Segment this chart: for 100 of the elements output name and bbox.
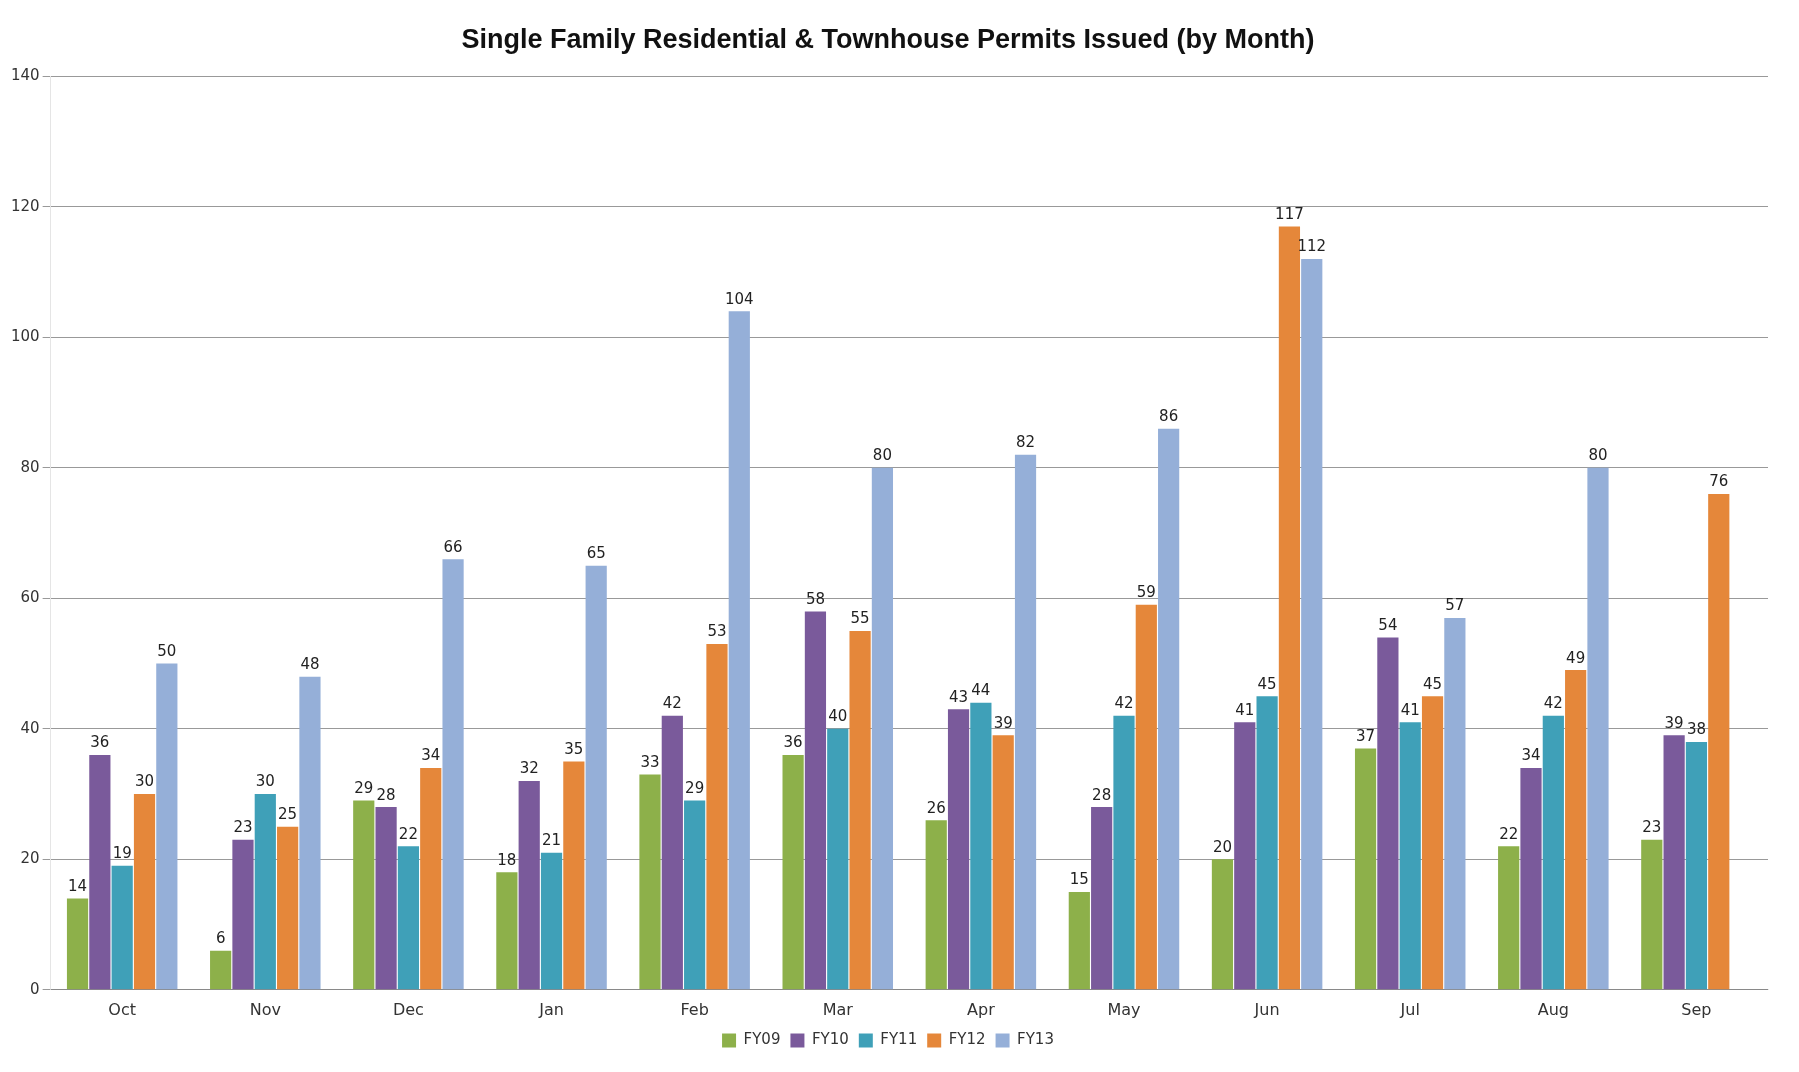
data-label: 22 [1499, 824, 1519, 843]
bar [66, 898, 89, 990]
bar [1421, 696, 1444, 990]
data-label: 6 [215, 929, 226, 948]
data-label: 41 [1235, 700, 1255, 719]
bar [518, 781, 540, 990]
bar [1685, 741, 1708, 990]
bar [1135, 604, 1157, 990]
bar [1068, 891, 1090, 990]
data-label: 104 [724, 289, 754, 308]
bar [925, 820, 947, 990]
bar [1399, 722, 1421, 990]
bar [254, 794, 276, 990]
bar [684, 800, 706, 990]
bar [1014, 454, 1037, 990]
bar [992, 735, 1014, 990]
data-label: 82 [1015, 433, 1036, 452]
data-label: 33 [640, 752, 660, 771]
legend-label: FY11 [880, 1030, 918, 1049]
bar [277, 826, 299, 990]
bar [1256, 696, 1278, 990]
data-label: 30 [255, 772, 275, 791]
data-label: 58 [805, 589, 825, 608]
bar [397, 846, 420, 990]
bar [496, 872, 518, 990]
x-tick-label: Jan [538, 999, 564, 1019]
bar [1542, 715, 1564, 990]
bar [1211, 859, 1234, 990]
y-tick-label: 0 [30, 979, 40, 998]
data-label: 45 [1257, 674, 1277, 693]
data-label: 80 [1588, 446, 1608, 465]
data-label: 41 [1400, 700, 1420, 719]
bar [442, 559, 464, 990]
bar [706, 644, 728, 990]
bar [1278, 226, 1301, 990]
data-label: 18 [497, 850, 517, 869]
data-label: 66 [443, 537, 463, 556]
data-label: 42 [1543, 694, 1563, 713]
data-label: 32 [519, 759, 539, 778]
legend-label: FY12 [948, 1030, 986, 1049]
y-tick-label: 120 [10, 196, 40, 215]
data-label: 50 [157, 641, 177, 660]
bar [1234, 722, 1256, 990]
bar [1301, 259, 1323, 990]
bar [1708, 493, 1730, 990]
bar [970, 702, 992, 990]
data-label: 21 [541, 831, 562, 850]
data-label: 44 [971, 681, 991, 700]
bar [210, 950, 232, 990]
bar [585, 565, 607, 990]
data-label: 30 [134, 772, 155, 791]
data-label: 23 [233, 818, 253, 837]
data-label: 36 [90, 733, 110, 752]
y-tick-label: 20 [20, 849, 40, 868]
bar [1354, 748, 1377, 990]
bar [563, 761, 585, 990]
data-label: 29 [354, 778, 374, 797]
bar [1444, 617, 1466, 990]
bar [1587, 467, 1609, 990]
y-tick-label: 140 [10, 66, 40, 85]
x-tick-label: Jul [1399, 999, 1420, 1019]
bar [353, 800, 375, 990]
data-label: 53 [707, 622, 727, 641]
data-label: 55 [850, 609, 870, 628]
data-label: 34 [1521, 746, 1541, 765]
data-label: 57 [1445, 596, 1465, 615]
x-tick-label: Nov [249, 999, 281, 1019]
data-label: 29 [685, 778, 705, 797]
data-label: 14 [67, 876, 88, 895]
data-label: 34 [421, 746, 441, 765]
bar [639, 774, 661, 990]
x-tick-label: Feb [680, 999, 709, 1019]
data-label: 65 [586, 544, 606, 563]
data-label: 37 [1356, 726, 1376, 745]
data-label: 76 [1709, 472, 1729, 491]
y-tick-label: 100 [10, 327, 40, 346]
y-tick-label: 40 [20, 718, 40, 737]
bar [804, 611, 827, 990]
bar [111, 865, 133, 990]
x-tick-label: Mar [822, 999, 854, 1019]
x-tick-label: Aug [1537, 999, 1569, 1019]
data-label: 43 [949, 687, 969, 706]
chart-title: Single Family Residential & Townhouse Permits Issued (by Month) [461, 23, 1315, 54]
bar [1377, 637, 1399, 990]
data-label: 45 [1422, 674, 1443, 693]
data-label: 36 [783, 733, 803, 752]
data-label: 22 [398, 824, 418, 843]
bar [1091, 807, 1113, 990]
data-label: 117 [1275, 204, 1304, 223]
x-tick-label: Jun [1253, 999, 1280, 1019]
bar [849, 630, 871, 990]
bar [661, 715, 683, 990]
data-label: 28 [1092, 785, 1112, 804]
x-tick-label: Oct [108, 999, 137, 1019]
bar [89, 754, 111, 990]
bar [1498, 846, 1520, 990]
bar [420, 767, 442, 990]
data-label: 23 [1642, 818, 1662, 837]
data-label: 39 [993, 713, 1013, 732]
x-tick-label: Sep [1681, 999, 1712, 1019]
